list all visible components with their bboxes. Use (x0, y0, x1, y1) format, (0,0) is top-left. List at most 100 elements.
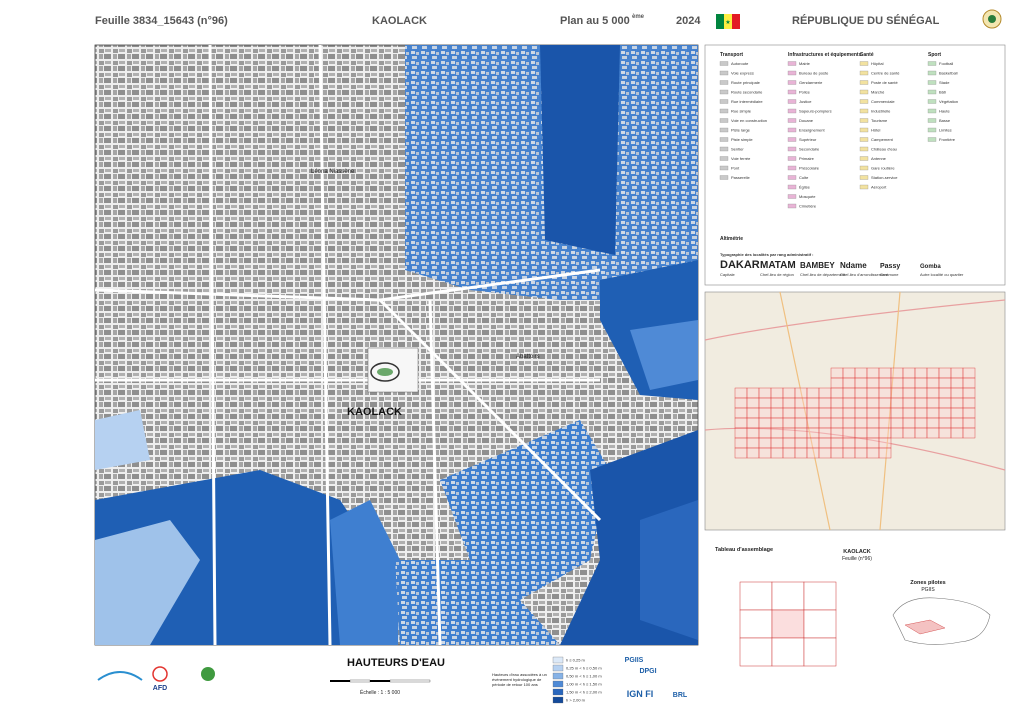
legend-item: Campement (871, 137, 894, 142)
sheet-cell (878, 367, 892, 379)
sheet-cell (758, 387, 772, 399)
sheet-cell (794, 427, 808, 439)
legend-item: Sapeurs-pompiers (799, 109, 832, 114)
legend-item: Secondaire (799, 147, 820, 152)
legend-swatch (927, 99, 937, 104)
sheet-cell (938, 407, 952, 419)
sheet-cell (926, 427, 940, 439)
legend-swatch (859, 70, 869, 76)
sheet-cell (962, 417, 976, 429)
typo-name: MATAM (760, 260, 796, 271)
sheet-cell (854, 437, 868, 449)
legend-heading: Transport (720, 52, 743, 58)
legend: Transport Autoroute Voie express Route prin… (704, 44, 1006, 286)
sheet-cell (854, 377, 868, 389)
sheet-cell (926, 407, 940, 419)
sheet-cell (758, 407, 772, 419)
footer-description-box: Hauteurs d'eau associées à un événement … (492, 672, 547, 687)
sheet-cell (962, 387, 976, 399)
sheet-cell (758, 417, 772, 429)
legend-item: Basse (939, 118, 951, 123)
depth-label: 1,50 m < h ≤ 2,00 m (566, 690, 602, 695)
sheet-cell (794, 407, 808, 419)
sheet-cell (806, 437, 820, 449)
sheet-cell (950, 427, 964, 439)
legend-item: Piste large (731, 128, 751, 133)
assembly-table: Tableau d'assemblage KAOLACK Feuille (n°… (715, 547, 991, 667)
depth-label: 1,00 m < h ≤ 1,50 m (566, 682, 602, 687)
legend-item: Autoroute (731, 61, 749, 66)
sheet-cell (866, 427, 880, 439)
legend-swatch (859, 165, 869, 171)
typo-name: Passy (880, 263, 900, 270)
legend-item: Église (799, 185, 811, 190)
assembly-cell (739, 609, 773, 639)
sheet-cell (818, 437, 832, 449)
legend-item: Culte (799, 175, 809, 180)
legend-item: Voie ferrée (731, 156, 751, 161)
legend-swatch (719, 127, 729, 133)
sheet-cell (806, 387, 820, 399)
assembly-city: KAOLACK (843, 549, 871, 555)
legend-swatch (787, 175, 797, 180)
legend-item: Tourisme (871, 118, 888, 123)
legend-swatch (787, 127, 797, 133)
sheet-cell (902, 387, 916, 399)
sheet-cell (734, 427, 748, 439)
assembly-cell (771, 581, 805, 611)
legend-item: Stade (939, 80, 950, 85)
sheet-cell (734, 397, 748, 409)
sheet-cell (770, 437, 784, 449)
sheet-cell (746, 427, 760, 439)
legend-swatch (859, 184, 869, 190)
sheet-cell (842, 397, 856, 409)
sheet-cell (962, 367, 976, 379)
legend-item: Mairie (799, 61, 811, 66)
sheet-cell (782, 387, 796, 399)
sheet-cell (914, 377, 928, 389)
legend-swatch (719, 118, 729, 123)
assembly-cell (739, 637, 773, 667)
sheet-cell (866, 367, 880, 379)
legend-swatch (787, 165, 797, 171)
sheet-cell (902, 427, 916, 439)
legend-item: Marché (871, 90, 885, 95)
legend-item: Passerelle (731, 175, 750, 180)
footer-title: HAUTEURS D'EAU (347, 657, 445, 669)
legend-swatch (927, 118, 937, 123)
sheet-cell (734, 417, 748, 429)
sheet-cell (770, 447, 784, 459)
sheet-cell (866, 407, 880, 419)
typo-caption: Autre localité ou quartier (920, 272, 964, 277)
typo-name: DAKAR (720, 259, 760, 271)
sheet-cell (818, 427, 832, 439)
legend-item: Police (799, 90, 811, 95)
zones-title: Zones pilotes (910, 580, 945, 586)
depth-label: 0,50 m < h ≤ 1,00 m (566, 674, 602, 679)
legend-swatch (787, 203, 797, 209)
sheet-cell (842, 387, 856, 399)
pilot-zone (904, 619, 946, 635)
year: 2024 (676, 15, 701, 27)
typo-caption: Capitale (720, 272, 735, 277)
sheet-number: Feuille 3834_15643 (n°96) (95, 15, 228, 27)
sheet-cell (830, 367, 844, 379)
sheet-cell (878, 397, 892, 409)
sheet-cell (854, 417, 868, 429)
typo-caption: Chef-lieu de région (760, 272, 794, 277)
legend-swatch (719, 99, 729, 104)
sheet-cell (782, 447, 796, 459)
legend-item: Végétation (939, 99, 958, 104)
legend-swatch (859, 99, 869, 104)
legend-item: Basketball (939, 71, 958, 76)
sheet-cell (938, 377, 952, 389)
sheet-cell (914, 387, 928, 399)
road (704, 299, 1006, 341)
sheet-cell (842, 407, 856, 419)
legend-item: Pont (731, 166, 740, 171)
sheet-cell (890, 377, 904, 389)
sheet-cell (818, 387, 832, 399)
sheet-cell (938, 417, 952, 429)
stadium (367, 347, 419, 393)
sheet-cell (854, 367, 868, 379)
